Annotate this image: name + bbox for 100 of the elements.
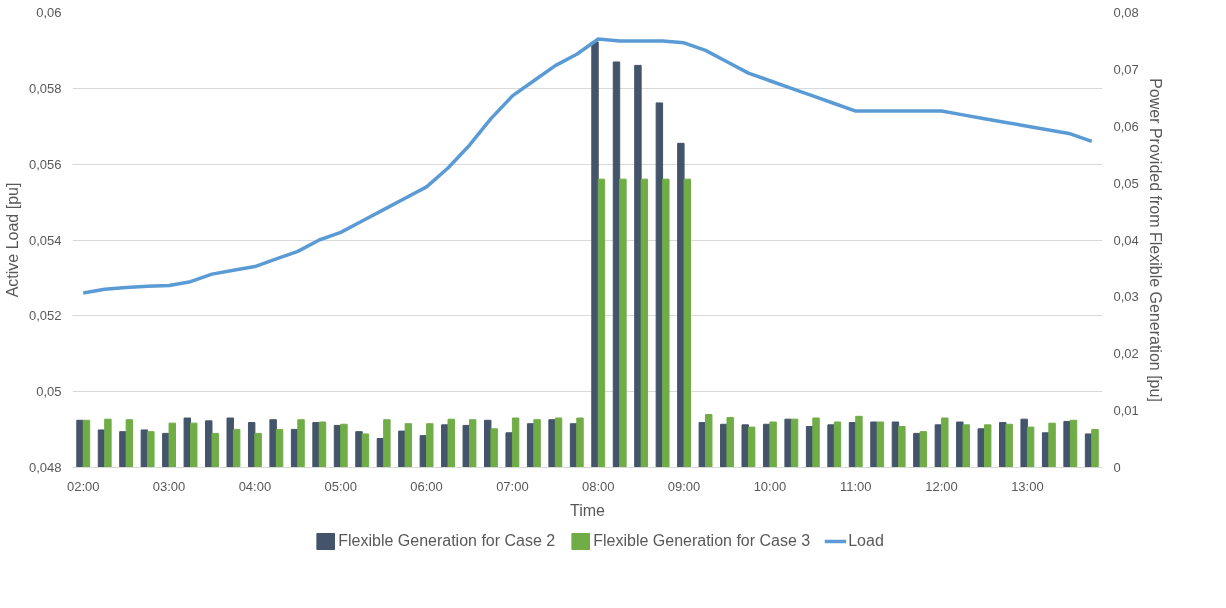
- y2-axis-title: Power Provided from Flexible Generation [pu]: [1146, 78, 1164, 402]
- bar: [419, 435, 428, 468]
- bar: [934, 424, 943, 468]
- bar: [254, 432, 262, 468]
- bar: [404, 423, 413, 468]
- y2-tick-label: 0,05: [1113, 175, 1139, 191]
- x-tick-label: 02:00: [66, 478, 100, 494]
- bar: [1091, 428, 1099, 468]
- bar: [104, 418, 112, 468]
- bar: [812, 417, 820, 468]
- y2-tick-label: 0,06: [1113, 118, 1139, 134]
- x-axis-title: Time: [570, 501, 606, 519]
- bar: [533, 419, 541, 468]
- bar: [125, 419, 134, 468]
- y-tick-label: 0,06: [36, 5, 62, 20]
- bar: [312, 422, 320, 468]
- bar: [318, 421, 327, 468]
- bar: [855, 415, 863, 468]
- bar: [211, 432, 219, 468]
- y2-tick-label: 0,08: [1113, 5, 1139, 20]
- bar: [640, 178, 649, 468]
- x-tick-label: 03:00: [152, 478, 186, 494]
- y-tick-label: 0,048: [28, 460, 62, 475]
- bar: [275, 428, 284, 468]
- bar: [662, 178, 670, 468]
- bar: [1020, 418, 1028, 468]
- y2-tick-label: 0,03: [1113, 289, 1139, 305]
- x-tick-label: 12:00: [925, 478, 958, 494]
- x-tick-label: 05:00: [324, 478, 358, 494]
- bar: [591, 41, 599, 468]
- bar: [876, 421, 885, 468]
- x-tick-label: 04:00: [238, 478, 272, 494]
- y-tick-label: 0,05: [36, 384, 62, 400]
- x-tick-label: 11:00: [839, 478, 872, 494]
- x-tick-label: 06:00: [410, 478, 443, 494]
- x-tick-label: 10:00: [753, 478, 787, 494]
- bar: [168, 422, 176, 468]
- bar: [490, 428, 498, 468]
- legend-label: Flexible Generation for Case 3: [593, 532, 811, 550]
- bar: [1069, 419, 1078, 468]
- bar: [505, 432, 513, 468]
- bar: [190, 422, 198, 468]
- bar: [977, 428, 985, 468]
- y-axis-title: Active Load [pu]: [3, 182, 21, 298]
- bar: [447, 418, 455, 468]
- legend-label: Flexible Generation for Case 2: [338, 532, 556, 550]
- bar: [790, 418, 799, 468]
- y-tick-label: 0,054: [28, 232, 62, 248]
- y2-tick-label: 0,04: [1113, 232, 1139, 248]
- line-series: [81, 37, 1094, 295]
- bar: [355, 431, 363, 468]
- y2-tick-label: 0,07: [1113, 61, 1139, 77]
- bar: [548, 419, 556, 468]
- bar: [76, 419, 84, 468]
- bar: [741, 424, 749, 468]
- bar: [361, 433, 370, 468]
- bar: [226, 417, 234, 468]
- bar: [983, 424, 992, 468]
- y2-tick-label: 0: [1113, 460, 1121, 475]
- bar: [1048, 422, 1056, 468]
- y-tick-label: 0,052: [28, 308, 62, 324]
- legend-label: Load: [848, 532, 884, 550]
- bar: [769, 421, 777, 468]
- bar: [462, 424, 470, 468]
- bar: [870, 421, 878, 468]
- bar: [619, 178, 627, 468]
- bar: [698, 422, 707, 468]
- x-tick-label: 07:00: [496, 478, 529, 494]
- bar: [232, 428, 241, 468]
- bar: [1005, 423, 1013, 468]
- bar: [269, 419, 277, 468]
- bar: [468, 419, 477, 468]
- y-tick-label: 0,058: [28, 80, 62, 96]
- y2-tick-label: 0,02: [1113, 346, 1139, 362]
- y2-tick-label: 0,01: [1113, 403, 1139, 419]
- bar: [183, 417, 192, 468]
- bar: [705, 414, 713, 468]
- bar: [576, 417, 584, 468]
- bar: [941, 417, 949, 468]
- bar: [511, 417, 520, 468]
- bar: [383, 419, 391, 468]
- y-tick-label: 0,056: [28, 156, 62, 172]
- bar: [82, 419, 91, 468]
- x-tick-label: 13:00: [1011, 478, 1044, 494]
- bar: [683, 178, 691, 468]
- bar: [827, 424, 835, 468]
- x-tick-label: 08:00: [581, 478, 615, 494]
- bar: [340, 423, 348, 468]
- bar: [1063, 420, 1071, 468]
- bar: [833, 421, 842, 468]
- bar: [1026, 426, 1035, 468]
- x-tick-label: 09:00: [667, 478, 701, 494]
- bar: [919, 431, 928, 468]
- bar: [898, 426, 906, 468]
- bar: [747, 426, 756, 468]
- bar: [147, 431, 155, 468]
- bar: [962, 424, 970, 468]
- bar: [784, 418, 792, 468]
- bar: [297, 419, 305, 468]
- bar: [426, 423, 434, 468]
